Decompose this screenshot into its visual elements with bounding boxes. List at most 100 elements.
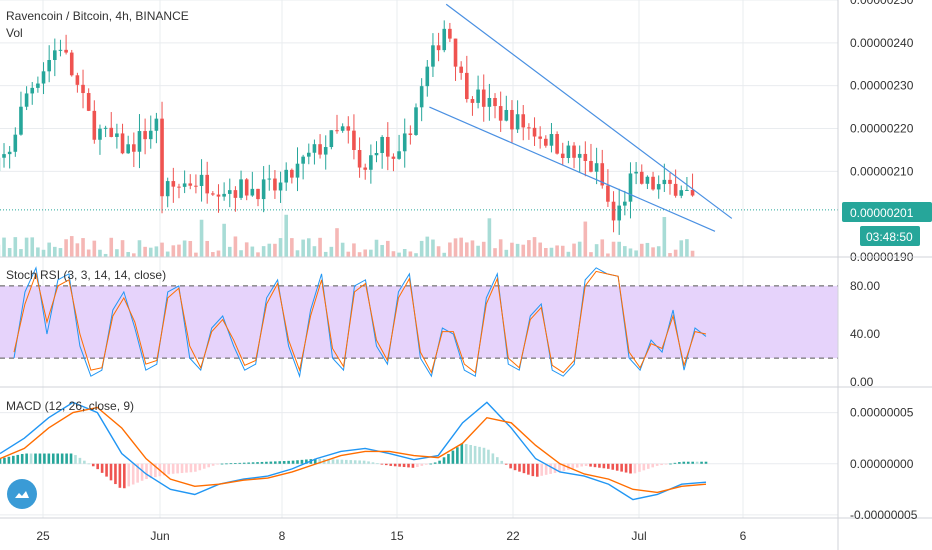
trendlines[interactable] (429, 3, 733, 232)
candle-body (205, 174, 209, 194)
volume-bar (436, 246, 441, 257)
macd-pane[interactable] (0, 401, 708, 501)
macd-histogram-bar (207, 463, 210, 468)
macd-histogram-bar (229, 463, 233, 465)
macd-histogram-bar (198, 463, 202, 471)
macd-histogram-bar (78, 457, 82, 464)
macd-histogram-bar (247, 462, 250, 464)
candle-body (154, 118, 159, 131)
candle-body (673, 183, 678, 196)
volume-bar (549, 247, 554, 257)
macd-histogram-bar (464, 444, 468, 464)
candle-body (442, 28, 447, 51)
macd-histogram-bar (43, 453, 46, 464)
candle-body (498, 106, 503, 121)
candle-body (24, 93, 29, 107)
volume-bar (160, 242, 164, 257)
candle-body (623, 201, 627, 206)
volume-bar (24, 237, 29, 257)
macd-histogram-bar (202, 463, 206, 469)
macd-histogram-bar (638, 463, 641, 472)
macd-histogram-bar (83, 460, 86, 464)
macd-histogram-bar (460, 443, 464, 464)
candle-body (19, 106, 23, 135)
candle-body (58, 49, 63, 51)
countdown-value: 03:48:50 (866, 230, 913, 244)
macd-histogram-bar (433, 462, 437, 464)
candle-body (177, 186, 181, 188)
macd-histogram-bar (318, 458, 321, 464)
macd-histogram-bar (234, 463, 237, 464)
macd-histogram-bar (105, 463, 108, 477)
macd-histogram-bar (424, 463, 428, 465)
macd-histogram-bar (540, 463, 544, 476)
macd-histogram-bar (123, 463, 126, 489)
macd-histogram-bar (678, 462, 681, 464)
volume-bar (329, 246, 334, 257)
stoch-rsi-pane[interactable] (0, 266, 838, 379)
tradingview-cloud-icon[interactable] (7, 479, 37, 509)
symbol-title: Ravencoin / Bitcoin, 4h, BINANCE (6, 9, 189, 23)
candle-body (515, 114, 520, 130)
volume-bar (651, 247, 655, 257)
macd-histogram-bar (571, 463, 575, 469)
macd-histogram-bar (562, 463, 566, 471)
volume-bar (165, 251, 170, 257)
macd-histogram-bar (633, 463, 637, 474)
grid-lines (0, 0, 838, 518)
macd-histogram-bar (500, 460, 504, 464)
candle-body (560, 153, 565, 158)
macd-histogram-bar (140, 463, 144, 481)
volume-bar (369, 249, 373, 257)
volume-bar (352, 243, 356, 257)
volume-bar (233, 236, 238, 257)
candle-body (521, 114, 526, 128)
volume-bar (419, 240, 424, 257)
volume-bar (662, 217, 667, 257)
price-candles[interactable] (0, 20, 838, 235)
candle-body (126, 144, 130, 154)
volume-bar (30, 237, 35, 257)
volume-bar (13, 237, 18, 257)
candle-body (284, 169, 289, 183)
volume-bar (64, 239, 68, 257)
price-tick-label: 0.00000250 (850, 0, 914, 7)
volume-bar (408, 251, 413, 257)
volume-bar (560, 245, 565, 257)
time-tick-label: 22 (506, 529, 520, 543)
macd-histogram-bar (593, 463, 597, 468)
candle-body (690, 189, 695, 196)
macd-histogram-bar (242, 462, 246, 464)
stoch-tick-label: 0.00 (850, 375, 874, 389)
candle-body (335, 130, 339, 132)
candle-body (493, 97, 497, 107)
macd-histogram-bar (345, 459, 348, 464)
macd-histogram-bar (327, 459, 330, 464)
macd-histogram-bar (478, 446, 481, 464)
candle-body (645, 176, 650, 184)
macd-histogram-bar (269, 461, 273, 464)
macd-histogram-bar (624, 463, 628, 473)
volume-bar (2, 237, 6, 257)
candle-body (566, 145, 571, 158)
candle-body (459, 66, 463, 73)
volume-bar (86, 249, 91, 257)
candle-body (109, 127, 114, 137)
volume-bar (623, 246, 627, 257)
candle-body (572, 145, 576, 158)
macd-histogram-bar (16, 454, 20, 464)
macd-histogram-bar (522, 463, 526, 474)
volume-bar (312, 246, 317, 257)
macd-histogram-bar (389, 463, 393, 466)
macd-histogram-bar (589, 463, 592, 467)
macd-histogram-bar (256, 462, 259, 464)
candle-body (188, 183, 193, 186)
macd-histogram-bar (273, 461, 277, 464)
volume-bar (634, 250, 638, 257)
macd-histogram-bar (25, 453, 28, 464)
macd-histogram-bar (380, 463, 384, 465)
macd-histogram-bar (660, 463, 663, 466)
candle-body (120, 133, 125, 154)
